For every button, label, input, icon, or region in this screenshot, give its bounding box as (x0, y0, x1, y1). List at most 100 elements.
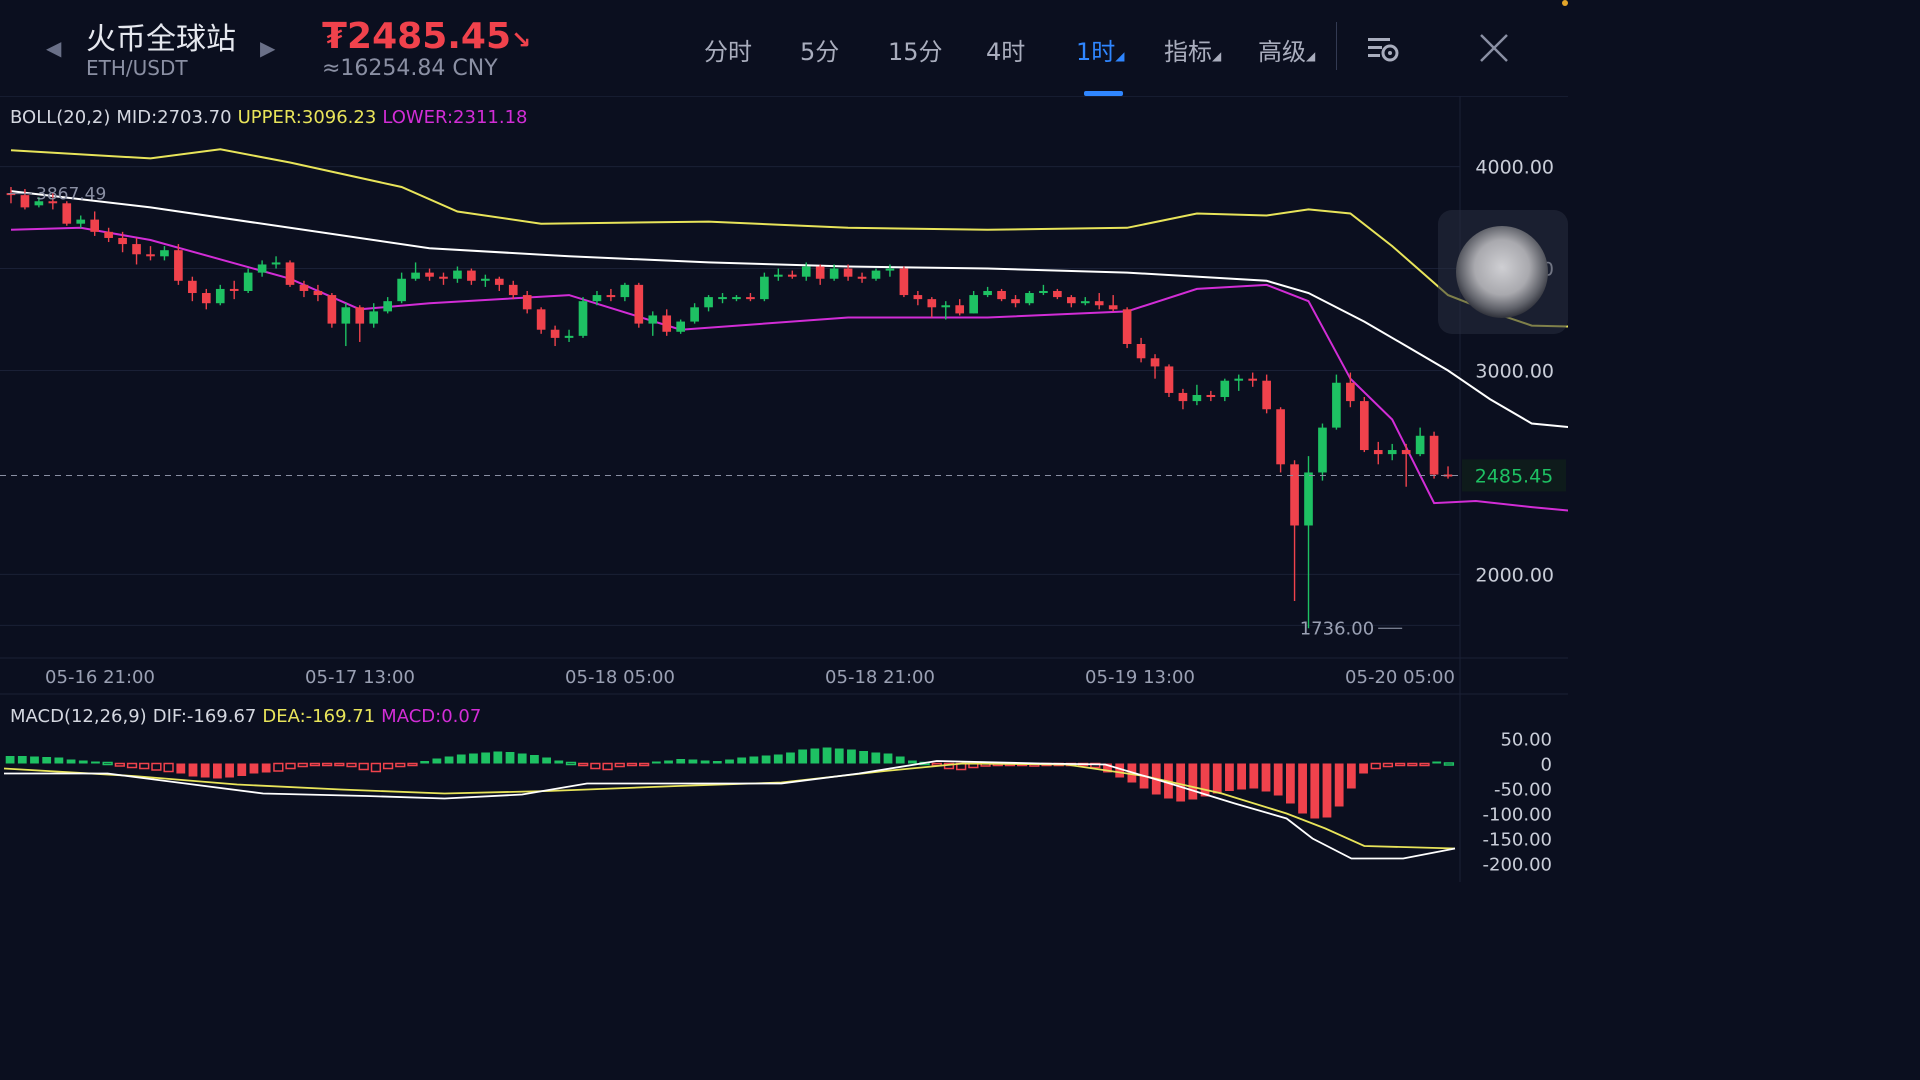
candle-body (1178, 392, 1188, 402)
candle-body (1276, 409, 1285, 465)
tab-5min[interactable]: 5分 (800, 38, 840, 66)
candle-body (201, 293, 211, 304)
macd-bar (798, 749, 808, 764)
macd-bar (761, 755, 771, 764)
macd-bar (370, 762, 382, 773)
macd-bar (530, 755, 539, 764)
candle-body (885, 268, 895, 271)
y-tick-label: 3000.00 (1475, 361, 1554, 383)
chevron-left-icon[interactable]: ◀ (46, 36, 62, 60)
macd-y-tick-label: 50.00 (1500, 730, 1552, 751)
close-icon[interactable] (1476, 30, 1512, 66)
macd-bar (42, 757, 52, 764)
candle-body (1373, 450, 1383, 455)
price-arrow-icon: ↘ (511, 26, 532, 54)
tab-4hour[interactable]: 4时 (986, 38, 1026, 66)
tab-1hour-label: 1时 (1076, 38, 1116, 66)
macd-bar (5, 756, 15, 764)
macd-name: MACD(12,26,9) (10, 706, 147, 727)
candle-body (1346, 382, 1355, 402)
macd-bar (1334, 763, 1344, 807)
tab-advanced[interactable]: 高级◢ (1258, 32, 1315, 67)
macd-bar (822, 747, 832, 764)
macd-bar (737, 757, 747, 764)
candle-body (983, 290, 992, 296)
last-price-value: ₮2485.45 (322, 16, 512, 57)
candle-body (522, 295, 532, 310)
dea-line (3, 762, 1456, 850)
candle-body (732, 297, 741, 300)
candle-body (1359, 401, 1369, 451)
macd-bar (66, 759, 76, 764)
macd-bar (1443, 762, 1455, 766)
x-tick-label: 05-20 05:00 (1345, 667, 1455, 688)
candle-body (146, 254, 155, 257)
candle-body (1080, 301, 1090, 304)
macd-bar (554, 760, 564, 764)
tab-timeshare[interactable]: 分时 (704, 38, 752, 66)
candle-body (1206, 394, 1216, 398)
candle-body (871, 270, 881, 279)
candle-body (20, 195, 30, 208)
macd-bar (420, 761, 430, 764)
macd-bar (225, 763, 234, 778)
candle-body (690, 307, 699, 322)
tab-1hour[interactable]: 1时◢ (1076, 32, 1125, 67)
macd-bar (261, 763, 271, 773)
macd-bar (810, 748, 820, 764)
boll-mid: MID:2703.70 (116, 107, 232, 128)
candle-body (843, 268, 853, 277)
chevron-right-icon[interactable]: ▶ (260, 36, 276, 60)
boll-lower-line (10, 226, 1568, 512)
macd-bar (407, 762, 418, 767)
exchange-name: 火币全球站 (86, 22, 236, 57)
candle-body (160, 250, 169, 257)
candle-body (760, 276, 769, 300)
knob-handle-icon[interactable] (1456, 226, 1548, 318)
macd-value: MACD:0.07 (381, 706, 482, 727)
candle-body (48, 201, 58, 204)
tab-advanced-label: 高级 (1258, 38, 1306, 66)
tab-15min[interactable]: 15分 (888, 38, 943, 66)
macd-bar (786, 752, 795, 764)
macd-bar (859, 751, 869, 764)
candle-body (704, 297, 713, 308)
macd-bar (432, 758, 442, 764)
candle-body (397, 278, 406, 302)
macd-bar (1407, 762, 1418, 767)
current-price-tag (1462, 459, 1566, 492)
macd-bar (614, 762, 625, 768)
candle-body (1094, 301, 1104, 306)
macd-bar (700, 760, 710, 764)
tab-indicators[interactable]: 指标◢ (1164, 32, 1221, 67)
scroll-knob[interactable] (1438, 210, 1568, 334)
candle-body (383, 301, 393, 312)
candle-body (1053, 290, 1062, 298)
candle-body (271, 262, 281, 265)
macd-bar (542, 757, 551, 764)
candle-body (1192, 394, 1202, 402)
macd-bar (273, 762, 284, 772)
last-price: ₮2485.45↘ (322, 16, 531, 57)
macd-bar (309, 762, 321, 767)
macd-y-tick-label: -50.00 (1494, 780, 1552, 801)
macd-bar (883, 753, 893, 764)
macd-bar (505, 752, 515, 764)
macd-bar (1419, 762, 1430, 767)
candle-body (104, 231, 113, 238)
macd-bar (664, 760, 673, 764)
macd-bar (1225, 763, 1234, 791)
candle-body (997, 290, 1006, 300)
chart-settings-icon[interactable] (1366, 34, 1400, 64)
macd-bar (126, 762, 138, 769)
candle-body (62, 203, 72, 224)
macd-bar (481, 752, 491, 764)
candle-body (1332, 382, 1341, 428)
boll-mid-line (10, 190, 1568, 429)
candle-body (494, 278, 504, 285)
candle-body (1248, 378, 1258, 381)
y-tick-label: 4000.00 (1475, 157, 1554, 179)
candle-body (969, 295, 978, 314)
boll-legend: BOLL(20,2) MID:2703.70 UPPER:3096.23 LOWER:… (10, 107, 534, 128)
